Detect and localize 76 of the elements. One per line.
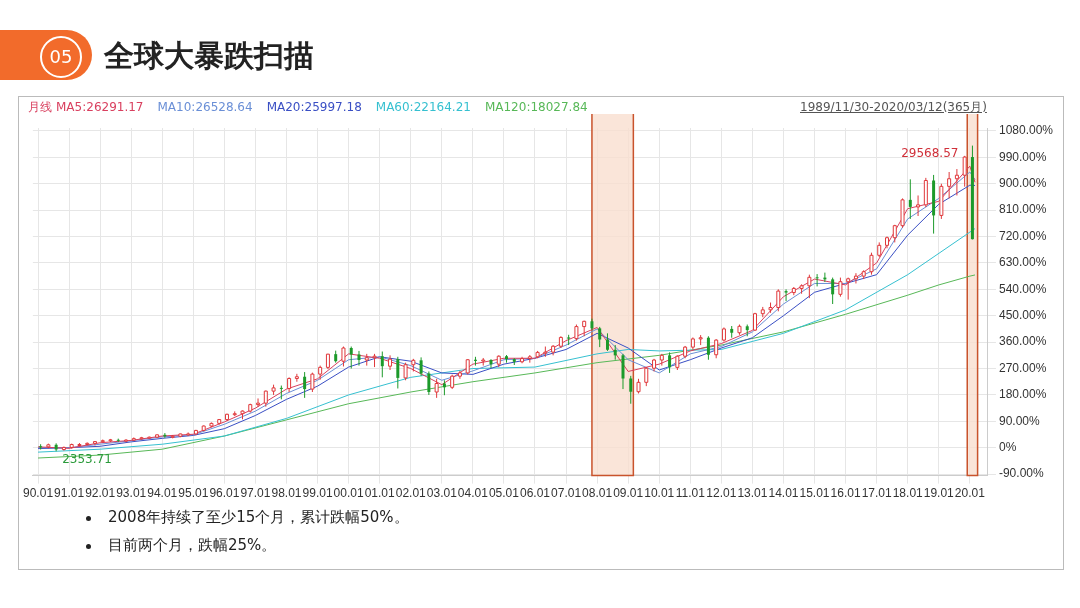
text: 目前两个月，跌幅25%。 [107, 536, 278, 555]
x-tick-label: 98.01 [271, 486, 302, 501]
y-tick-label: 900.00% [998, 176, 1047, 191]
x-tick-label: 20.01 [954, 486, 986, 501]
candlestick [419, 356, 423, 377]
x-tick-label: 02.01 [395, 486, 427, 501]
x-tick-label: 95.01 [178, 486, 209, 501]
y-tick-label: 810.00% [998, 202, 1047, 217]
y-tick-label: 990.00% [998, 149, 1047, 164]
x-tick-label: 18.01 [892, 486, 924, 501]
candlestick [815, 273, 819, 287]
text: 05 [40, 36, 82, 78]
candlestick [427, 370, 431, 396]
candlestick [349, 346, 353, 370]
y-tick-label: 1080.00% [998, 123, 1054, 138]
x-tick-label: 91.01 [54, 486, 85, 501]
candlestick [303, 371, 307, 399]
x-tick-label: 05.01 [488, 486, 520, 501]
x-tick-label: 14.01 [768, 486, 799, 501]
x-tick-label: 00.01 [333, 486, 364, 501]
text: 2008年持续了至少15个月，累计跌幅50%。 [107, 508, 409, 527]
y-tick-label: -90.00% [998, 466, 1044, 481]
text: MA5:26291.17 [56, 100, 144, 114]
candlestick [753, 312, 757, 332]
text: MA120:18027.84 [484, 100, 588, 114]
y-tick-label: 630.00% [998, 255, 1047, 270]
x-tick-label: 04.01 [457, 486, 489, 501]
candlestick [380, 351, 384, 378]
candlestick [621, 353, 625, 390]
x-tick-label: 99.01 [302, 486, 333, 501]
x-tick-label: 06.01 [519, 486, 551, 501]
annotation: 29568.57 [901, 145, 959, 160]
y-tick-label: 720.00% [998, 228, 1047, 243]
candlestick [908, 178, 912, 220]
x-tick-label: 11.01 [675, 486, 706, 501]
candlestick [784, 288, 788, 302]
y-tick-label: 180.00% [998, 387, 1047, 402]
x-tick-label: 12.01 [706, 486, 737, 501]
x-tick-label: 16.01 [830, 486, 861, 501]
x-tick-label: 96.01 [209, 486, 240, 501]
x-tick-label: 01.01 [364, 486, 396, 501]
x-tick-label: 08.01 [582, 486, 613, 501]
legend-title: 月线 [28, 100, 52, 114]
x-tick-label: 93.01 [116, 486, 147, 501]
candlestick [357, 350, 361, 367]
x-tick-label: 15.01 [799, 486, 830, 501]
x-tick-label: 19.01 [923, 486, 955, 501]
chart-title: 全球大暴跌扫描 [104, 37, 314, 75]
x-tick-label: 03.01 [426, 486, 458, 501]
text: 0% [998, 440, 1017, 455]
candlestick [489, 358, 493, 369]
annotation: 2353.71 [62, 452, 112, 467]
x-tick-label: 97.01 [240, 486, 271, 501]
x-tick-label: 90.01 [23, 486, 54, 501]
x-tick-label: 09.01 [613, 486, 644, 501]
candlestick [706, 335, 710, 361]
candlestick [629, 375, 633, 405]
candlestick [668, 351, 672, 374]
y-tick-label: 90.00% [998, 413, 1040, 428]
text: MA10:26528.64 [157, 100, 253, 114]
text: MA60:22164.21 [375, 100, 471, 114]
y-tick-label: 270.00% [998, 360, 1047, 375]
candlestick [598, 326, 602, 348]
x-tick-label: 17.01 [861, 486, 892, 501]
x-tick-label: 92.01 [85, 486, 116, 501]
y-tick-label: 540.00% [998, 281, 1047, 296]
x-tick-label: 07.01 [551, 486, 582, 501]
y-tick-label: 450.00% [998, 308, 1047, 323]
x-tick-label: 10.01 [644, 486, 675, 501]
text: MA20:25997.18 [266, 100, 362, 114]
candlestick [831, 277, 835, 305]
candlestick [396, 356, 400, 389]
x-tick-label: 13.01 [737, 486, 768, 501]
y-tick-label: 360.00% [998, 334, 1047, 349]
text: 1989/11/30-2020/03/12(365月) [800, 99, 987, 116]
x-tick-label: 94.01 [147, 486, 178, 501]
